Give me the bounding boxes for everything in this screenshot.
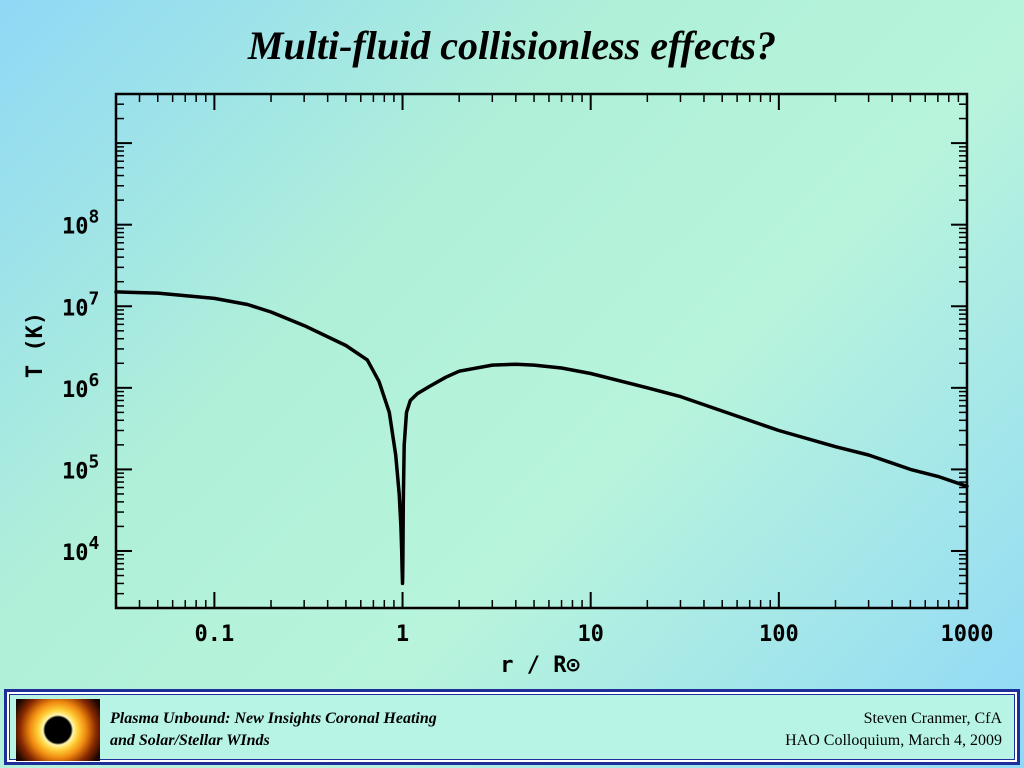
axis-ticks [115,93,968,609]
footer-left-text: Plasma Unbound: New Insights Coronal Hea… [110,708,437,752]
y-tick-label: 106 [62,370,99,403]
y-axis-label: T (K) [23,312,48,378]
footer-talk-title-line2: and Solar/Stellar WInds [110,732,270,749]
y-tick-exponent: 5 [89,451,100,472]
y-tick-label: 105 [62,451,99,484]
y-tick-base: 10 [62,215,89,240]
y-tick-exponent: 4 [89,533,100,554]
y-tick-base: 10 [62,541,89,566]
x-tick-label: 100 [759,622,799,647]
y-tick-base: 10 [62,459,89,484]
footer-author: Steven Cranmer, CfA [863,710,1002,727]
eclipse-image [16,699,100,761]
plot-frame [114,92,969,610]
footer-bar: Plasma Unbound: New Insights Coronal Hea… [4,689,1020,765]
y-tick-base: 10 [62,296,89,321]
x-tick-labels: 0.1 1 10 100 1000 [195,622,994,647]
y-tick-exponent: 6 [89,370,100,391]
footer-event: HAO Colloquium, March 4, 2009 [785,732,1002,749]
slide-title: Multi-fluid collisionless effects? [247,23,777,68]
footer-inner: Plasma Unbound: New Insights Coronal Hea… [9,694,1015,761]
y-tick-label: 108 [62,207,99,240]
footer-talk-title-line1: Plasma Unbound: New Insights Coronal Hea… [110,710,437,727]
x-tick-label: 1 [396,622,409,647]
y-tick-exponent: 8 [89,207,100,228]
x-tick-label: 1000 [941,622,994,647]
y-tick-label: 107 [62,288,99,321]
y-tick-exponent: 7 [89,288,100,309]
y-tick-base: 10 [62,378,89,403]
x-tick-label: 10 [577,622,604,647]
x-axis-label: r / R⊙ [500,653,579,678]
footer-right-text: Steven Cranmer, CfA HAO Colloquium, Marc… [785,708,1002,752]
y-tick-label: 104 [62,533,100,566]
series-line [114,290,969,586]
x-tick-label: 0.1 [195,622,235,647]
